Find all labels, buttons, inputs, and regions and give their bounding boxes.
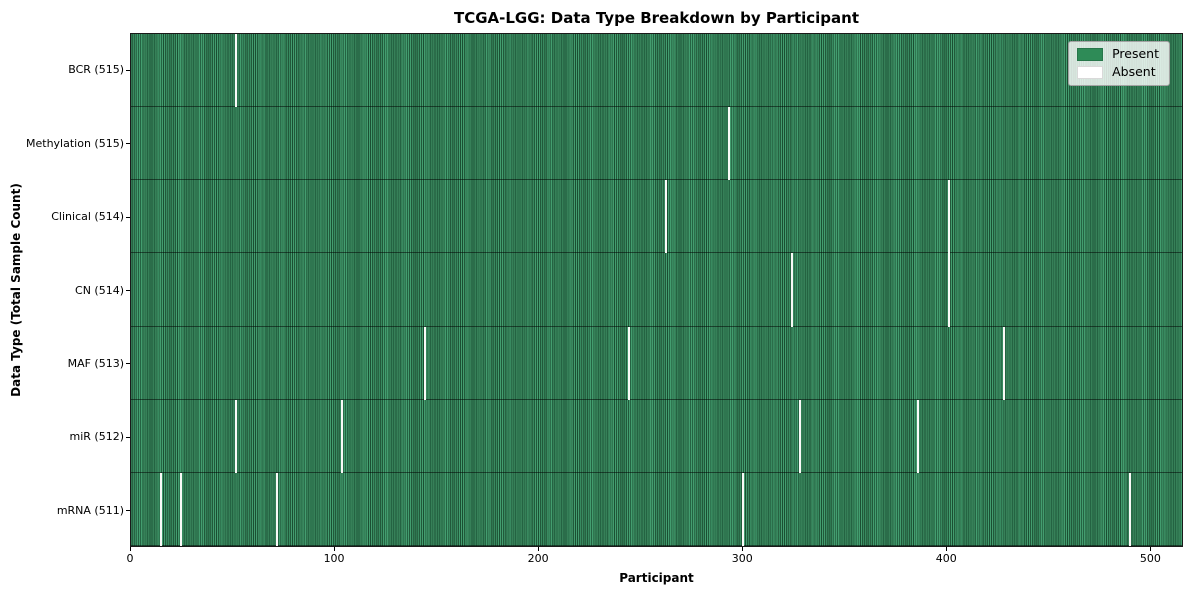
x-tick-label-500: 500 — [1139, 552, 1161, 565]
absent-stripe — [234, 399, 237, 473]
x-tick-label-200: 200 — [527, 552, 549, 565]
x-tick-mark — [1150, 547, 1152, 551]
y-tick-label-Clinical: Clinical (514) — [51, 210, 124, 224]
absent-stripe — [799, 399, 802, 473]
legend-label-absent: Absent — [1112, 64, 1156, 80]
x-tick-mark — [946, 547, 948, 551]
absent-stripe — [790, 253, 793, 327]
chart-title: TCGA-LGG: Data Type Breakdown by Partici… — [453, 9, 860, 27]
heatmap-row-MAF — [131, 326, 1182, 400]
x-axis-label: Participant — [619, 571, 694, 585]
absent-swatch-icon — [1077, 66, 1104, 79]
legend: Present Absent — [1068, 41, 1170, 86]
heatmap-row-mRNA — [131, 472, 1182, 546]
legend-item-absent: Absent — [1077, 66, 1159, 79]
present-swatch-icon — [1077, 48, 1104, 61]
y-tick-mark — [126, 363, 130, 365]
absent-stripe — [627, 326, 631, 400]
y-tick-label-MAF: MAF (513) — [67, 356, 124, 370]
y-tick-mark — [126, 436, 130, 438]
absent-stripe — [340, 399, 343, 473]
absent-stripe — [947, 180, 950, 254]
absent-stripe — [917, 399, 920, 473]
absent-stripe — [727, 107, 730, 181]
absent-stripe — [742, 472, 745, 546]
y-tick-label-Methylation: Methylation (515) — [26, 136, 124, 150]
y-tick-mark — [126, 69, 130, 71]
absent-stripe — [234, 34, 237, 108]
y-tick-mark — [126, 290, 130, 291]
absent-stripe — [159, 472, 162, 546]
legend-item-present: Present — [1077, 48, 1159, 61]
x-tick-mark — [742, 547, 744, 551]
y-tick-mark — [126, 510, 130, 512]
absent-stripe — [1002, 326, 1005, 400]
y-tick-label-mRNA: mRNA (511) — [56, 503, 124, 517]
y-tick-label-CN: CN (514) — [75, 283, 124, 297]
heatmap-row-CN — [131, 253, 1182, 327]
y-tick-label-BCR: BCR (515) — [68, 63, 124, 77]
heatmap-row-miR — [131, 399, 1182, 473]
heatmap-row-BCR — [131, 34, 1182, 108]
x-tick-mark — [334, 547, 336, 551]
absent-stripe — [1129, 472, 1132, 546]
y-tick-mark — [126, 143, 130, 145]
y-tick-label-miR: miR (512) — [69, 430, 125, 444]
x-tick-mark — [538, 547, 540, 551]
y-tick-mark — [126, 216, 130, 218]
absent-stripe — [275, 472, 278, 546]
absent-stripe — [664, 180, 667, 254]
x-tick-label-100: 100 — [323, 552, 345, 565]
x-tick-label-400: 400 — [935, 552, 957, 565]
absent-stripe — [179, 472, 182, 546]
heatmap-row-Methylation — [131, 107, 1182, 181]
absent-stripe — [424, 326, 427, 400]
heatmap-row-Clinical — [131, 180, 1182, 254]
legend-label-present: Present — [1112, 46, 1159, 62]
absent-stripe — [947, 253, 950, 327]
x-tick-label-300: 300 — [731, 552, 753, 565]
plot-area: Present Absent — [130, 33, 1183, 547]
x-tick-mark — [130, 547, 131, 551]
x-tick-label-0: 0 — [126, 552, 134, 565]
